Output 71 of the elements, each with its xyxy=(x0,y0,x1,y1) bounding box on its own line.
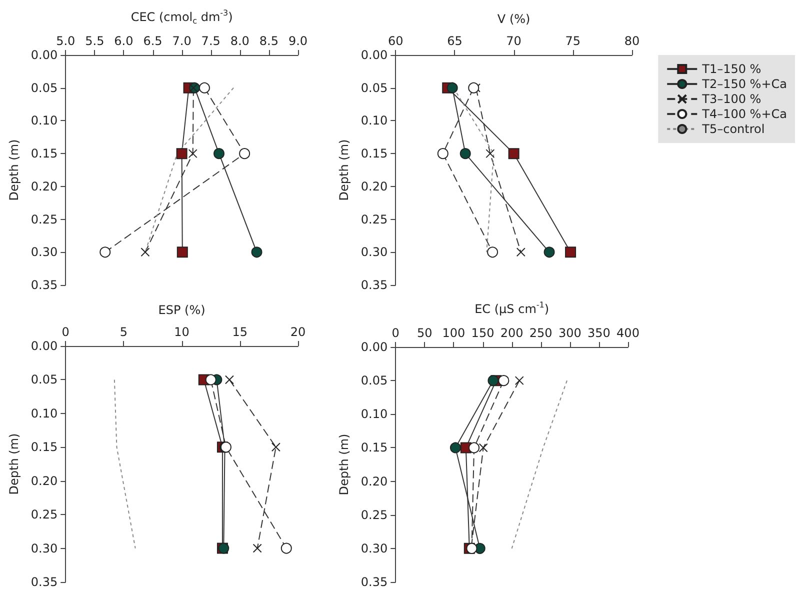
y-tick-label: 0.15 xyxy=(360,146,388,161)
legend-label: T2–150 %+Ca xyxy=(701,77,787,91)
y-tick-label: 0.00 xyxy=(360,48,388,62)
x-tick-label: 9.0 xyxy=(288,34,308,48)
y-tick-label: 0.30 xyxy=(30,541,58,556)
x-tick-label: 150 xyxy=(471,326,494,340)
x-tick-label: 350 xyxy=(588,326,610,340)
x-tick-label: 6.0 xyxy=(114,34,134,48)
x-tick-label: 15 xyxy=(232,325,248,339)
y-tick-label: 0.15 xyxy=(360,440,388,455)
y-tick-label: 0.05 xyxy=(30,372,58,387)
y-axis-title: Depth (m) xyxy=(7,433,21,495)
legend-label: T3–100 % xyxy=(701,92,762,106)
x-tick-label: 20 xyxy=(290,325,306,339)
x-tick-label: 10 xyxy=(174,325,190,339)
y-tick-label: 0.05 xyxy=(360,374,388,388)
y-tick-label: 0.35 xyxy=(30,575,58,589)
y-tick-label: 0.20 xyxy=(30,474,58,488)
x-tick-label: 60 xyxy=(388,34,404,48)
legend-label: T5–control xyxy=(701,122,765,136)
x-tick-label: 75 xyxy=(565,34,581,48)
y-tick-label: 0.25 xyxy=(360,212,388,226)
y-tick-label: 0.15 xyxy=(30,146,58,161)
y-tick-label: 0.05 xyxy=(360,80,388,95)
y-tick-label: 0.10 xyxy=(360,407,388,422)
x-tick-label: 50 xyxy=(417,326,432,340)
y-tick-label: 0.25 xyxy=(360,508,388,522)
y-tick-label: 0.10 xyxy=(30,406,58,420)
x-axis-title: ESP (%) xyxy=(158,303,206,317)
y-tick-label: 0.25 xyxy=(30,508,58,522)
x-tick-label: 0 xyxy=(62,325,70,339)
y-tick-label: 0.35 xyxy=(360,575,388,589)
y-tick-label: 0.20 xyxy=(360,179,388,194)
x-tick-label: 70 xyxy=(506,34,522,48)
y-tick-label: 0.30 xyxy=(360,245,388,260)
y-tick-label: 0.10 xyxy=(360,114,388,128)
y-tick-label: 0.20 xyxy=(30,179,58,194)
x-tick-label: 8.5 xyxy=(259,34,278,48)
x-tick-label: 65 xyxy=(447,34,462,48)
y-axis-title: Depth (m) xyxy=(337,139,351,201)
x-tick-label: 400 xyxy=(616,326,640,340)
y-tick-label: 0.30 xyxy=(360,541,388,556)
x-axis-title: V (%) xyxy=(497,12,530,26)
y-tick-label: 0.35 xyxy=(30,278,58,292)
x-tick-label: 250 xyxy=(529,326,552,340)
y-tick-label: 0.00 xyxy=(360,340,388,354)
y-tick-label: 0.10 xyxy=(30,114,58,128)
x-tick-label: 7.5 xyxy=(201,34,220,48)
y-tick-label: 0.20 xyxy=(360,474,388,488)
legend-label: T1–150 % xyxy=(701,62,762,76)
x-tick-label: 5.5 xyxy=(85,34,104,48)
legend-label: T4–100 %+Ca xyxy=(701,107,787,121)
x-tick-label: 5.0 xyxy=(56,34,76,48)
y-tick-label: 0.25 xyxy=(30,212,58,226)
y-axis-title: Depth (m) xyxy=(337,434,351,496)
x-tick-label: 100 xyxy=(442,326,466,340)
y-tick-label: 0.15 xyxy=(30,440,58,454)
y-axis-title: Depth (m) xyxy=(7,139,21,201)
y-tick-label: 0.00 xyxy=(30,339,58,353)
x-tick-label: 6.5 xyxy=(143,34,162,48)
x-tick-label: 200 xyxy=(500,326,524,340)
x-tick-label: 5 xyxy=(120,325,128,339)
x-tick-label: 7.0 xyxy=(172,34,192,48)
x-tick-label: 300 xyxy=(558,326,582,340)
y-tick-label: 0.05 xyxy=(30,80,58,95)
y-tick-label: 0.35 xyxy=(360,278,388,292)
y-tick-label: 0.00 xyxy=(30,48,58,62)
x-tick-label: 8.0 xyxy=(230,34,250,48)
y-tick-label: 0.30 xyxy=(30,245,58,260)
x-tick-label: 0 xyxy=(392,326,400,340)
x-tick-label: 80 xyxy=(624,34,640,48)
